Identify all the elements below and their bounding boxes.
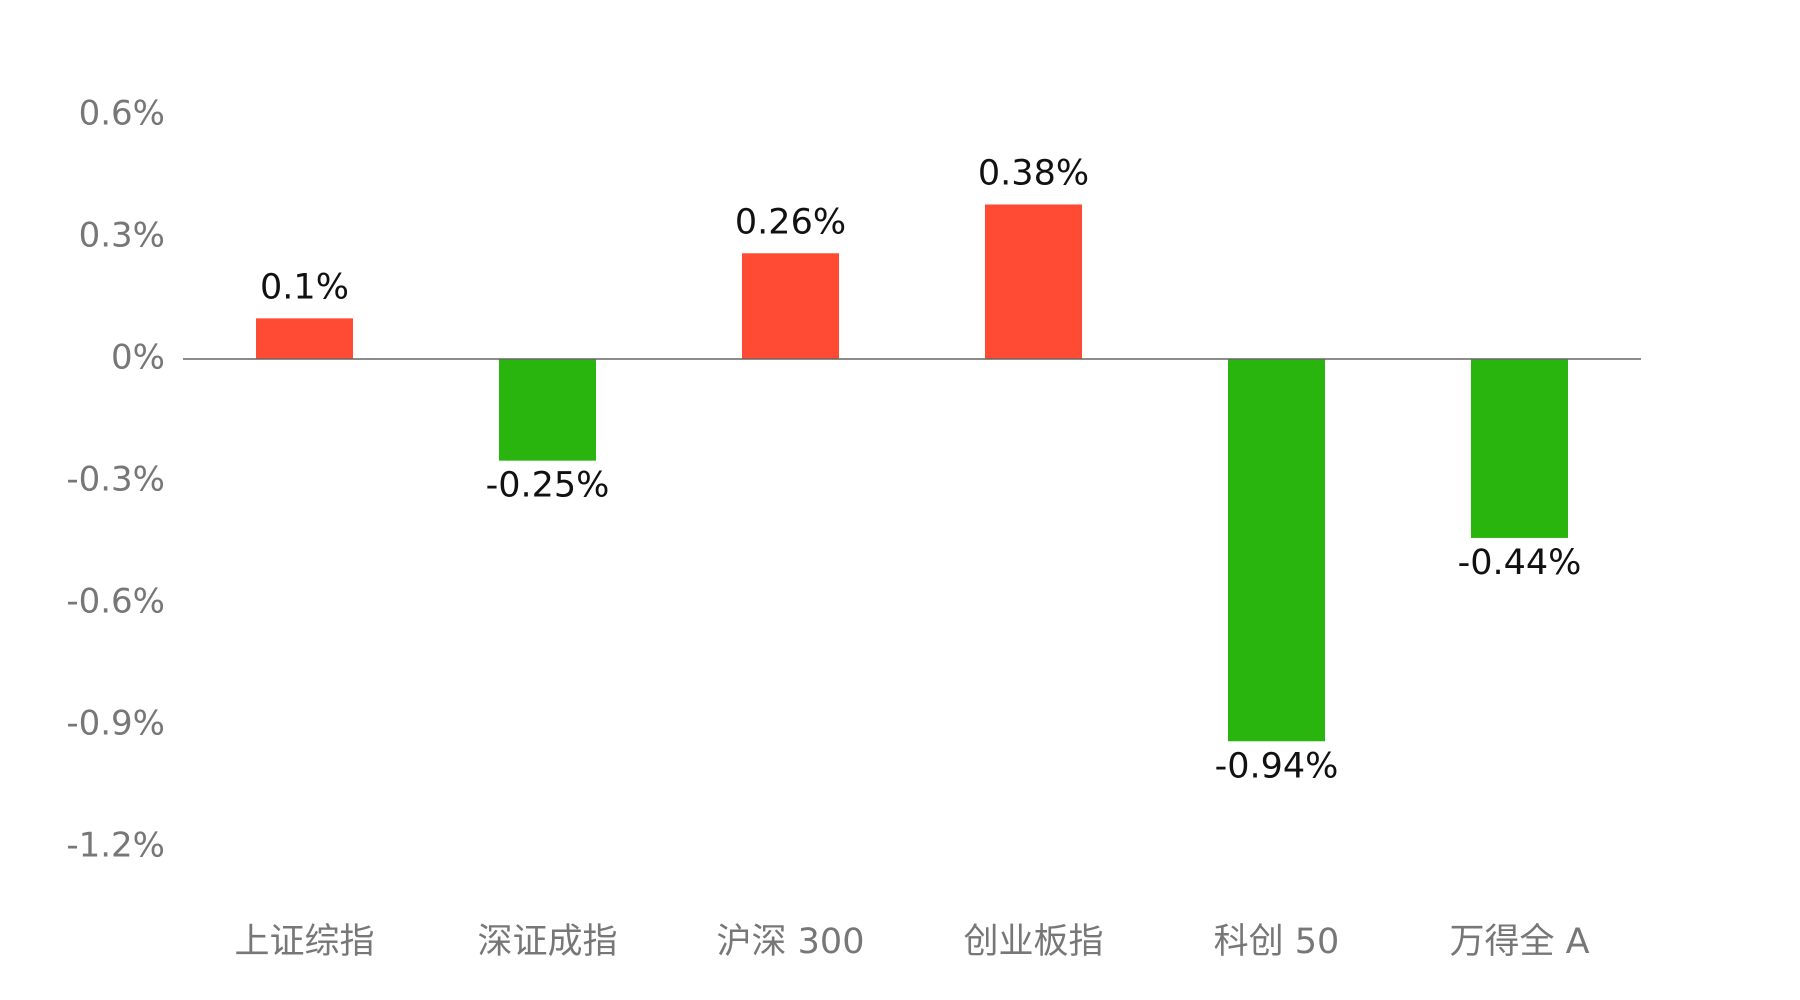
value-label: -0.94% <box>1215 746 1339 786</box>
y-tick-label: 0.3% <box>79 216 165 256</box>
value-label: 0.1% <box>260 267 349 307</box>
x-tick-label: 科创 50 <box>1214 922 1340 962</box>
x-tick-label: 深证成指 <box>477 922 617 962</box>
x-tick-label: 万得全 A <box>1449 922 1589 962</box>
x-tick-label: 创业板指 <box>963 922 1103 962</box>
bar <box>742 253 839 359</box>
value-label: 0.26% <box>735 202 846 242</box>
y-tick-label: 0.6% <box>79 94 165 134</box>
y-tick-label: -0.3% <box>66 460 165 500</box>
value-label: -0.44% <box>1458 543 1582 583</box>
y-tick-label: 0% <box>111 338 165 378</box>
bar <box>256 318 353 359</box>
bar <box>1471 359 1568 538</box>
bar <box>499 359 596 461</box>
y-tick-label: -0.6% <box>66 582 165 622</box>
value-label: -0.25% <box>486 466 610 506</box>
y-tick-label: -1.2% <box>66 826 165 866</box>
x-tick-label: 沪深 300 <box>717 922 865 962</box>
y-tick-label: -0.9% <box>66 704 165 744</box>
value-label: 0.38% <box>978 153 1089 193</box>
x-tick-label: 上证综指 <box>234 922 374 962</box>
bar <box>985 204 1082 359</box>
bar <box>1228 359 1325 742</box>
